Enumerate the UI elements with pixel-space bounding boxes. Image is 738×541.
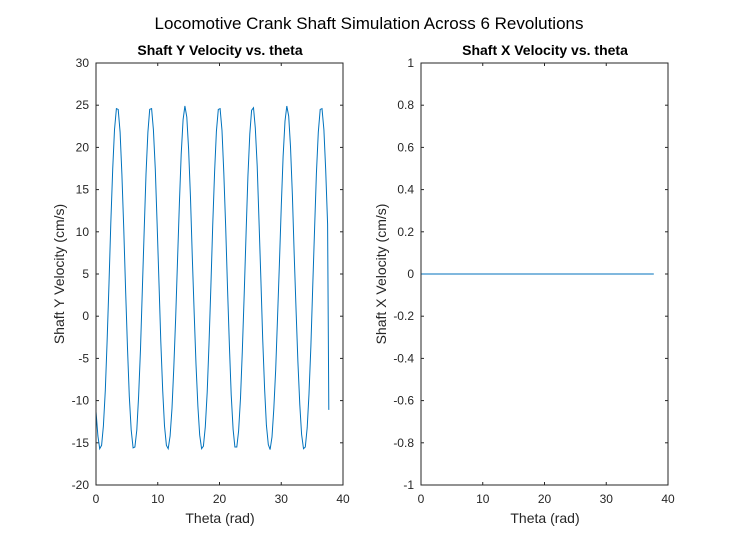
x-tick-label: 0 bbox=[93, 492, 100, 506]
y-tick-label: -1 bbox=[403, 478, 414, 492]
y-tick-label: 0.4 bbox=[397, 183, 414, 197]
right-axes-ticks: 0 10 20 30 40 -1 -0.8 -0.6 -0.4 -0.2 0 0.2 0.4 0.6 0.8… bbox=[393, 56, 675, 506]
y-tick-label: 30 bbox=[76, 56, 90, 70]
y-tick-label: 5 bbox=[82, 267, 89, 281]
x-tick-label: 10 bbox=[476, 492, 490, 506]
left-axes: Shaft Y Velocity vs. theta 0 10 20 30 40 -20 -… bbox=[51, 42, 350, 526]
y-tick-label: 10 bbox=[76, 225, 90, 239]
y-tick-label: 20 bbox=[76, 140, 90, 154]
x-tick-label: 30 bbox=[275, 492, 289, 506]
x-tick-label: 40 bbox=[336, 492, 350, 506]
y-tick-label: -0.2 bbox=[393, 309, 414, 323]
y-tick-label: -5 bbox=[78, 351, 89, 365]
y-tick-label: 0 bbox=[82, 309, 89, 323]
left-axes-title: Shaft Y Velocity vs. theta bbox=[137, 42, 302, 58]
y-tick-label: 1 bbox=[407, 56, 414, 70]
y-tick-label: -15 bbox=[72, 436, 90, 450]
left-axes-ticks: 0 10 20 30 40 -20 -15 -10 -5 0 5 10 15 20 25 30 bbox=[72, 56, 350, 506]
y-tick-label: 0.6 bbox=[397, 140, 414, 154]
y-tick-label: -10 bbox=[72, 394, 90, 408]
x-tick-label: 20 bbox=[213, 492, 227, 506]
y-tick-label: -0.6 bbox=[393, 394, 414, 408]
y-tick-label: -0.8 bbox=[393, 436, 414, 450]
y-tick-label: 25 bbox=[76, 98, 90, 112]
left-axes-box bbox=[95, 62, 344, 486]
right-axes-box bbox=[420, 62, 669, 486]
y-tick-label: 0 bbox=[407, 267, 414, 281]
left-axes-ylabel: Shaft Y Velocity (cm/s) bbox=[51, 204, 67, 344]
x-tick-label: 40 bbox=[661, 492, 675, 506]
y-tick-label: 15 bbox=[76, 183, 90, 197]
y-tick-label: -20 bbox=[72, 478, 90, 492]
shaft-y-velocity-line bbox=[95, 105, 330, 451]
x-tick-label: 0 bbox=[418, 492, 425, 506]
y-tick-label: 0.2 bbox=[397, 225, 414, 239]
x-tick-label: 10 bbox=[151, 492, 165, 506]
y-tick-label: 0.8 bbox=[397, 98, 414, 112]
left-axes-xlabel: Theta (rad) bbox=[185, 510, 254, 526]
y-tick-label: -0.4 bbox=[393, 351, 414, 365]
x-tick-label: 30 bbox=[600, 492, 614, 506]
right-axes: Shaft X Velocity vs. theta 0 10 20 30 40-1-0… bbox=[373, 42, 675, 526]
right-axes-title: Shaft X Velocity vs. theta bbox=[462, 42, 628, 58]
right-axes-xlabel: Theta (rad) bbox=[510, 510, 579, 526]
figure-suptitle: Locomotive Crank Shaft Simulation Across… bbox=[155, 14, 584, 33]
x-tick-label: 20 bbox=[538, 492, 552, 506]
right-axes-ylabel: Shaft X Velocity (cm/s) bbox=[373, 204, 389, 345]
